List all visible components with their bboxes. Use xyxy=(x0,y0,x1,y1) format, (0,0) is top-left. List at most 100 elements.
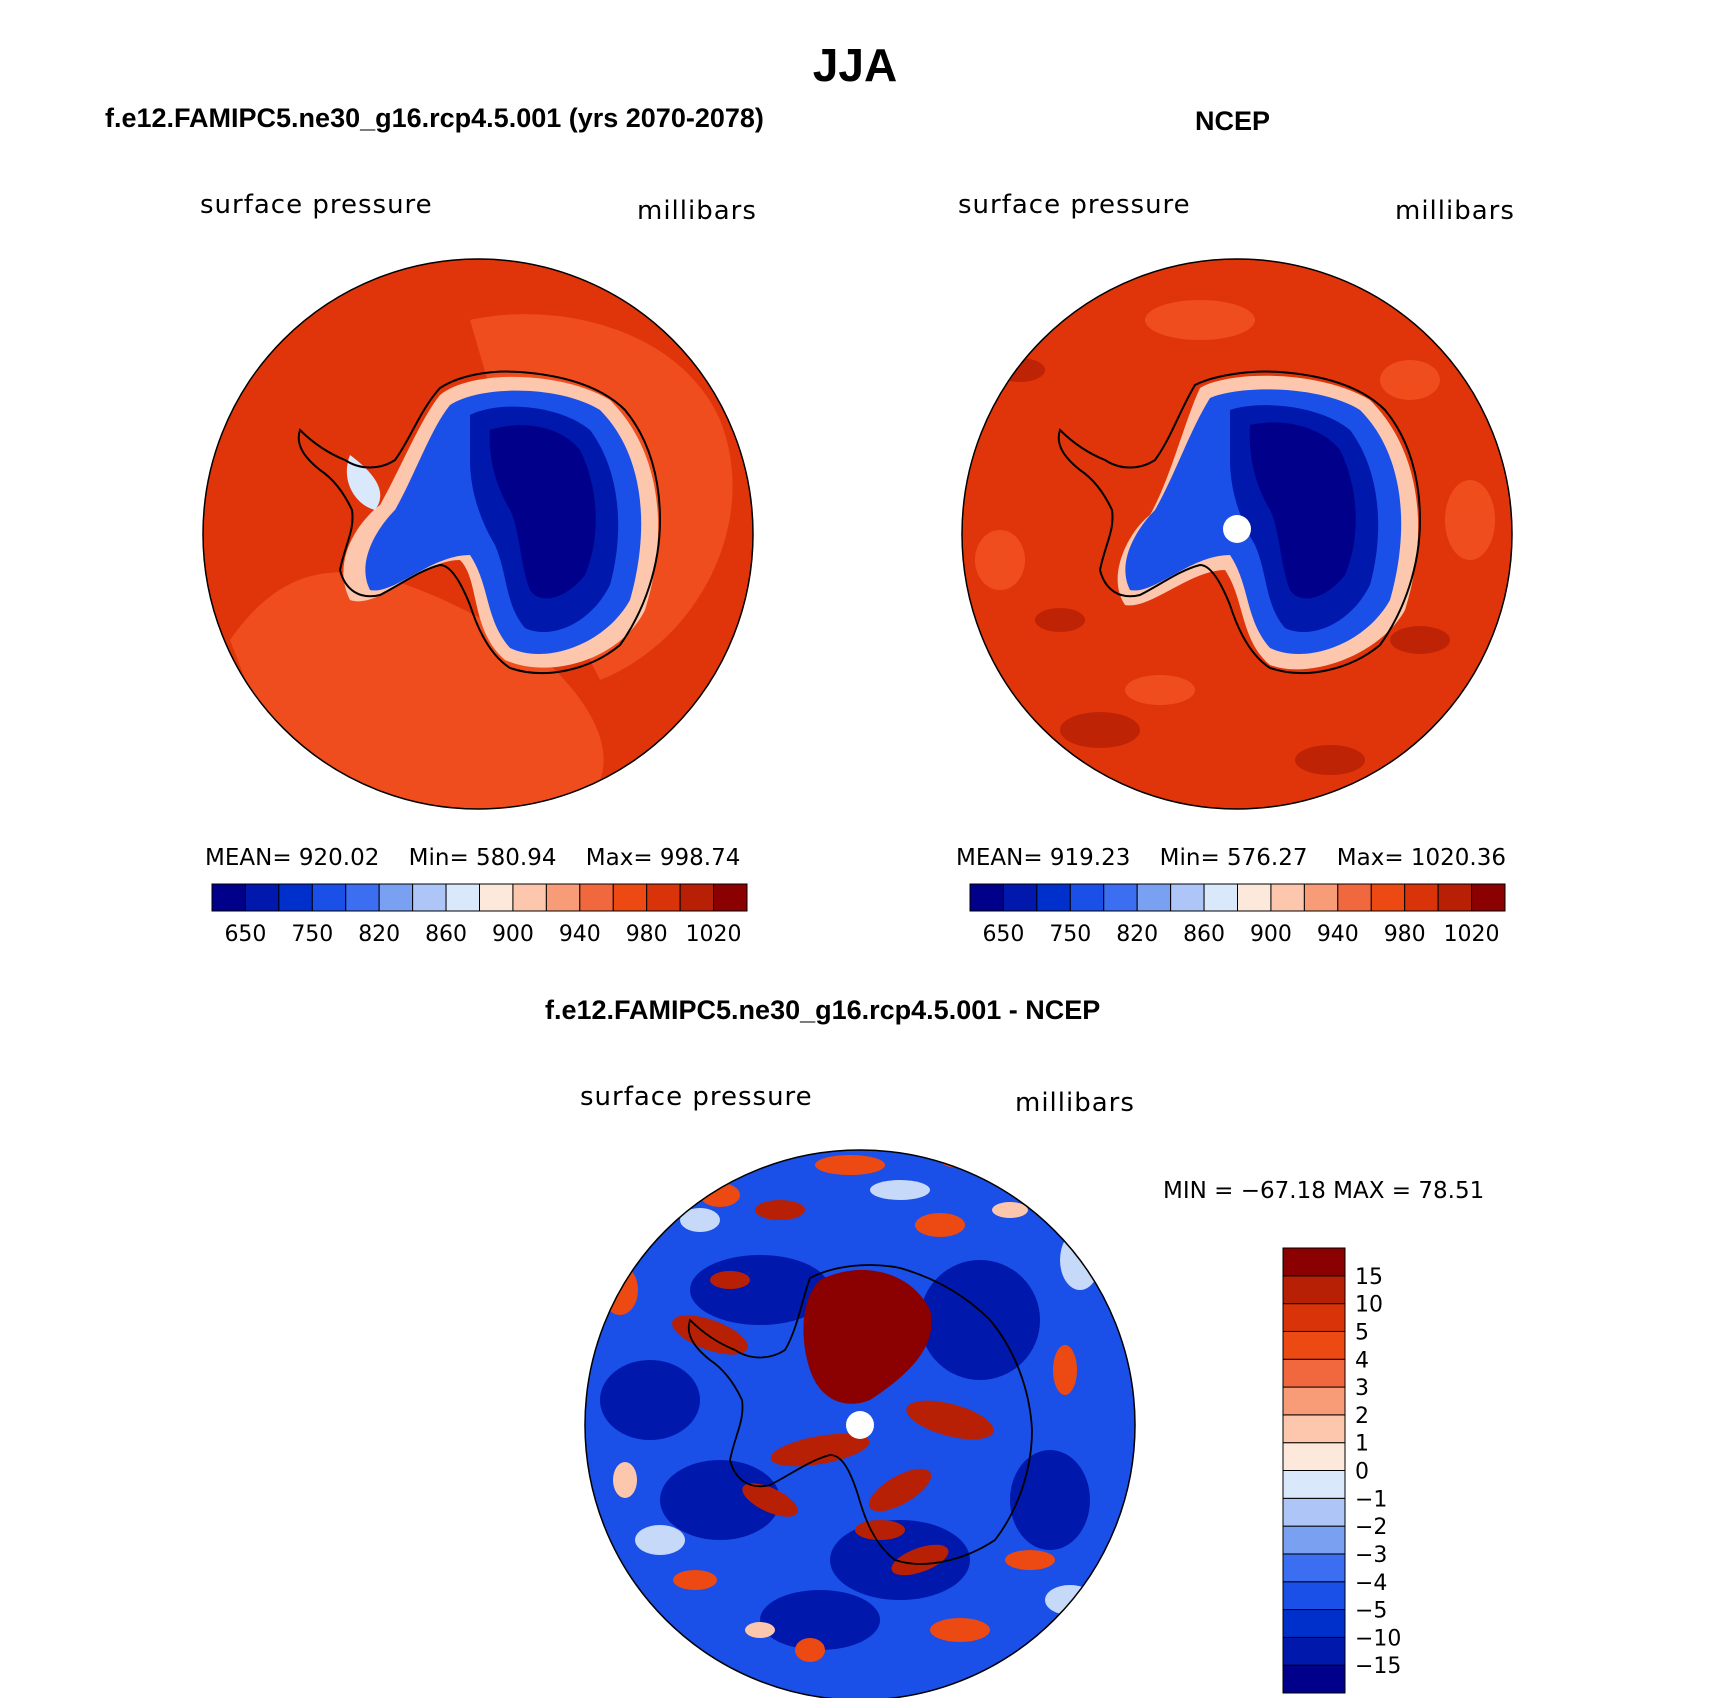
colorbar-tick-label: 980 xyxy=(626,922,668,947)
colorbar-swatch xyxy=(679,883,715,912)
panel-b-min: Min= 576.27 xyxy=(1159,845,1308,871)
colorbar-swatch xyxy=(445,883,480,912)
colorbar-swatch xyxy=(612,883,648,912)
colorbar-tick-label: −5 xyxy=(1355,1599,1387,1624)
colorbar-tick-label: 4 xyxy=(1355,1348,1369,1373)
colorbar-tick-label: 980 xyxy=(1384,922,1426,947)
panel-b-max: Max= 1020.36 xyxy=(1336,845,1507,871)
colorbar-swatch xyxy=(969,883,1004,912)
colorbar-swatch xyxy=(211,883,246,912)
colorbar-swatch xyxy=(378,883,414,912)
panel-a-stats: MEAN= 920.02 Min= 580.94 Max= 998.74 xyxy=(205,845,740,871)
colorbar-tick-label: 860 xyxy=(1183,922,1225,947)
colorbar-swatch xyxy=(1270,883,1305,912)
colorbar-swatch xyxy=(412,883,447,912)
colorbar-swatch xyxy=(646,883,681,912)
colorbar-swatch xyxy=(1282,1414,1346,1444)
colorbar-swatch xyxy=(1471,883,1506,912)
colorbar-tick-label: 5 xyxy=(1355,1320,1369,1345)
colorbar-swatch xyxy=(1282,1275,1346,1305)
panel-a-right-label: millibars xyxy=(637,196,757,226)
colorbar-swatch xyxy=(1437,883,1473,912)
colorbar-swatch xyxy=(1282,1386,1346,1416)
colorbar-swatch xyxy=(1282,1636,1346,1666)
panel-b-stats: MEAN= 919.23 Min= 576.27 Max= 1020.36 xyxy=(956,845,1506,871)
panel-a-mean: MEAN= 920.02 xyxy=(205,845,380,871)
colorbar-tick-label: 820 xyxy=(358,922,400,947)
panel-c-minmax: MIN = −67.18 MAX = 78.51 xyxy=(1163,1178,1485,1204)
panel-b-left-label: surface pressure xyxy=(958,190,1191,220)
colorbar-swatch xyxy=(713,883,748,912)
colorbar-swatch xyxy=(278,883,313,912)
colorbar-swatch xyxy=(1282,1609,1346,1638)
colorbar-swatch xyxy=(479,883,514,912)
colorbar-tick-label: −15 xyxy=(1355,1654,1401,1679)
map-panel-a xyxy=(203,259,753,809)
colorbar-swatch xyxy=(1282,1330,1346,1360)
colorbar-swatch xyxy=(1282,1303,1346,1332)
colorbar-tick-label: 1 xyxy=(1355,1432,1369,1457)
colorbar-swatch xyxy=(1282,1247,1346,1277)
panel-b-right-label: millibars xyxy=(1395,196,1515,226)
colorbar-swatch xyxy=(1282,1497,1346,1527)
colorbar-tick-label: 650 xyxy=(982,922,1024,947)
panel-a-max: Max= 998.74 xyxy=(585,845,741,871)
colorbar-swatch xyxy=(579,883,614,912)
colorbar-swatch xyxy=(1303,883,1339,912)
colorbar-swatch xyxy=(1282,1442,1346,1471)
colorbar-tick-label: −3 xyxy=(1355,1543,1387,1568)
colorbar-panel-a: 650 750 820 860 900 940 980 1020 xyxy=(211,883,748,947)
colorbar-tick-label: −10 xyxy=(1355,1626,1401,1651)
map-panel-b xyxy=(962,259,1512,809)
colorbar-tick-label: −4 xyxy=(1355,1571,1387,1596)
colorbar-tick-label: 750 xyxy=(1049,922,1091,947)
colorbar-tick-label: 0 xyxy=(1355,1460,1369,1485)
colorbar-swatch xyxy=(1370,883,1406,912)
panel-a-min: Min= 580.94 xyxy=(408,845,557,871)
colorbar-tick-label: −2 xyxy=(1355,1515,1387,1540)
colorbar-swatch xyxy=(512,883,547,912)
panel-b-mean: MEAN= 919.23 xyxy=(956,845,1131,871)
colorbar-tick-label: 940 xyxy=(559,922,601,947)
colorbar-swatch xyxy=(1103,883,1138,912)
colorbar-swatch xyxy=(1237,883,1272,912)
colorbar-tick-label: 3 xyxy=(1355,1376,1369,1401)
colorbar-tick-label: 820 xyxy=(1116,922,1158,947)
colorbar-tick-label: 940 xyxy=(1317,922,1359,947)
colorbar-swatch xyxy=(1136,883,1172,912)
colorbar-swatch xyxy=(1282,1525,1346,1555)
colorbar-tick-label: 900 xyxy=(1250,922,1292,947)
map-panel-c xyxy=(585,1150,1135,1698)
colorbar-swatch xyxy=(1282,1553,1346,1583)
colorbar-swatch xyxy=(545,883,581,912)
colorbar-tick-label: 2 xyxy=(1355,1404,1369,1429)
colorbar-swatch xyxy=(1337,883,1372,912)
colorbar-tick-label: 15 xyxy=(1355,1265,1383,1290)
colorbar-swatch xyxy=(345,883,380,912)
panel-b-title: NCEP xyxy=(1195,106,1271,136)
colorbar-panel-b: 650 750 820 860 900 940 980 1020 xyxy=(969,883,1506,947)
colorbar-tick-label: 1020 xyxy=(686,922,742,947)
colorbar-tick-label: 1020 xyxy=(1444,922,1500,947)
colorbar-tick-label: 650 xyxy=(224,922,266,947)
colorbar-swatch xyxy=(1282,1358,1346,1388)
panel-c-right-label: millibars xyxy=(1015,1088,1135,1118)
colorbar-tick-label: 860 xyxy=(425,922,467,947)
colorbar-swatch xyxy=(1404,883,1439,912)
colorbar-tick-label: 900 xyxy=(492,922,534,947)
colorbar-swatch xyxy=(1282,1664,1346,1694)
colorbar-swatch xyxy=(1036,883,1071,912)
panel-c-title: f.e12.FAMIPC5.ne30_g16.rcp4.5.001 - NCEP xyxy=(545,995,1101,1025)
panel-c-left-label: surface pressure xyxy=(580,1082,813,1112)
panel-a-left-label: surface pressure xyxy=(200,190,433,220)
colorbar-swatch xyxy=(1282,1470,1346,1499)
colorbar-swatch xyxy=(1282,1581,1346,1611)
colorbar-tick-label: 750 xyxy=(291,922,333,947)
colorbar-swatch xyxy=(244,883,280,912)
colorbar-swatch xyxy=(311,883,347,912)
colorbar-tick-label: 10 xyxy=(1355,1293,1383,1318)
colorbar-swatch xyxy=(1170,883,1205,912)
colorbar-swatch xyxy=(1069,883,1105,912)
